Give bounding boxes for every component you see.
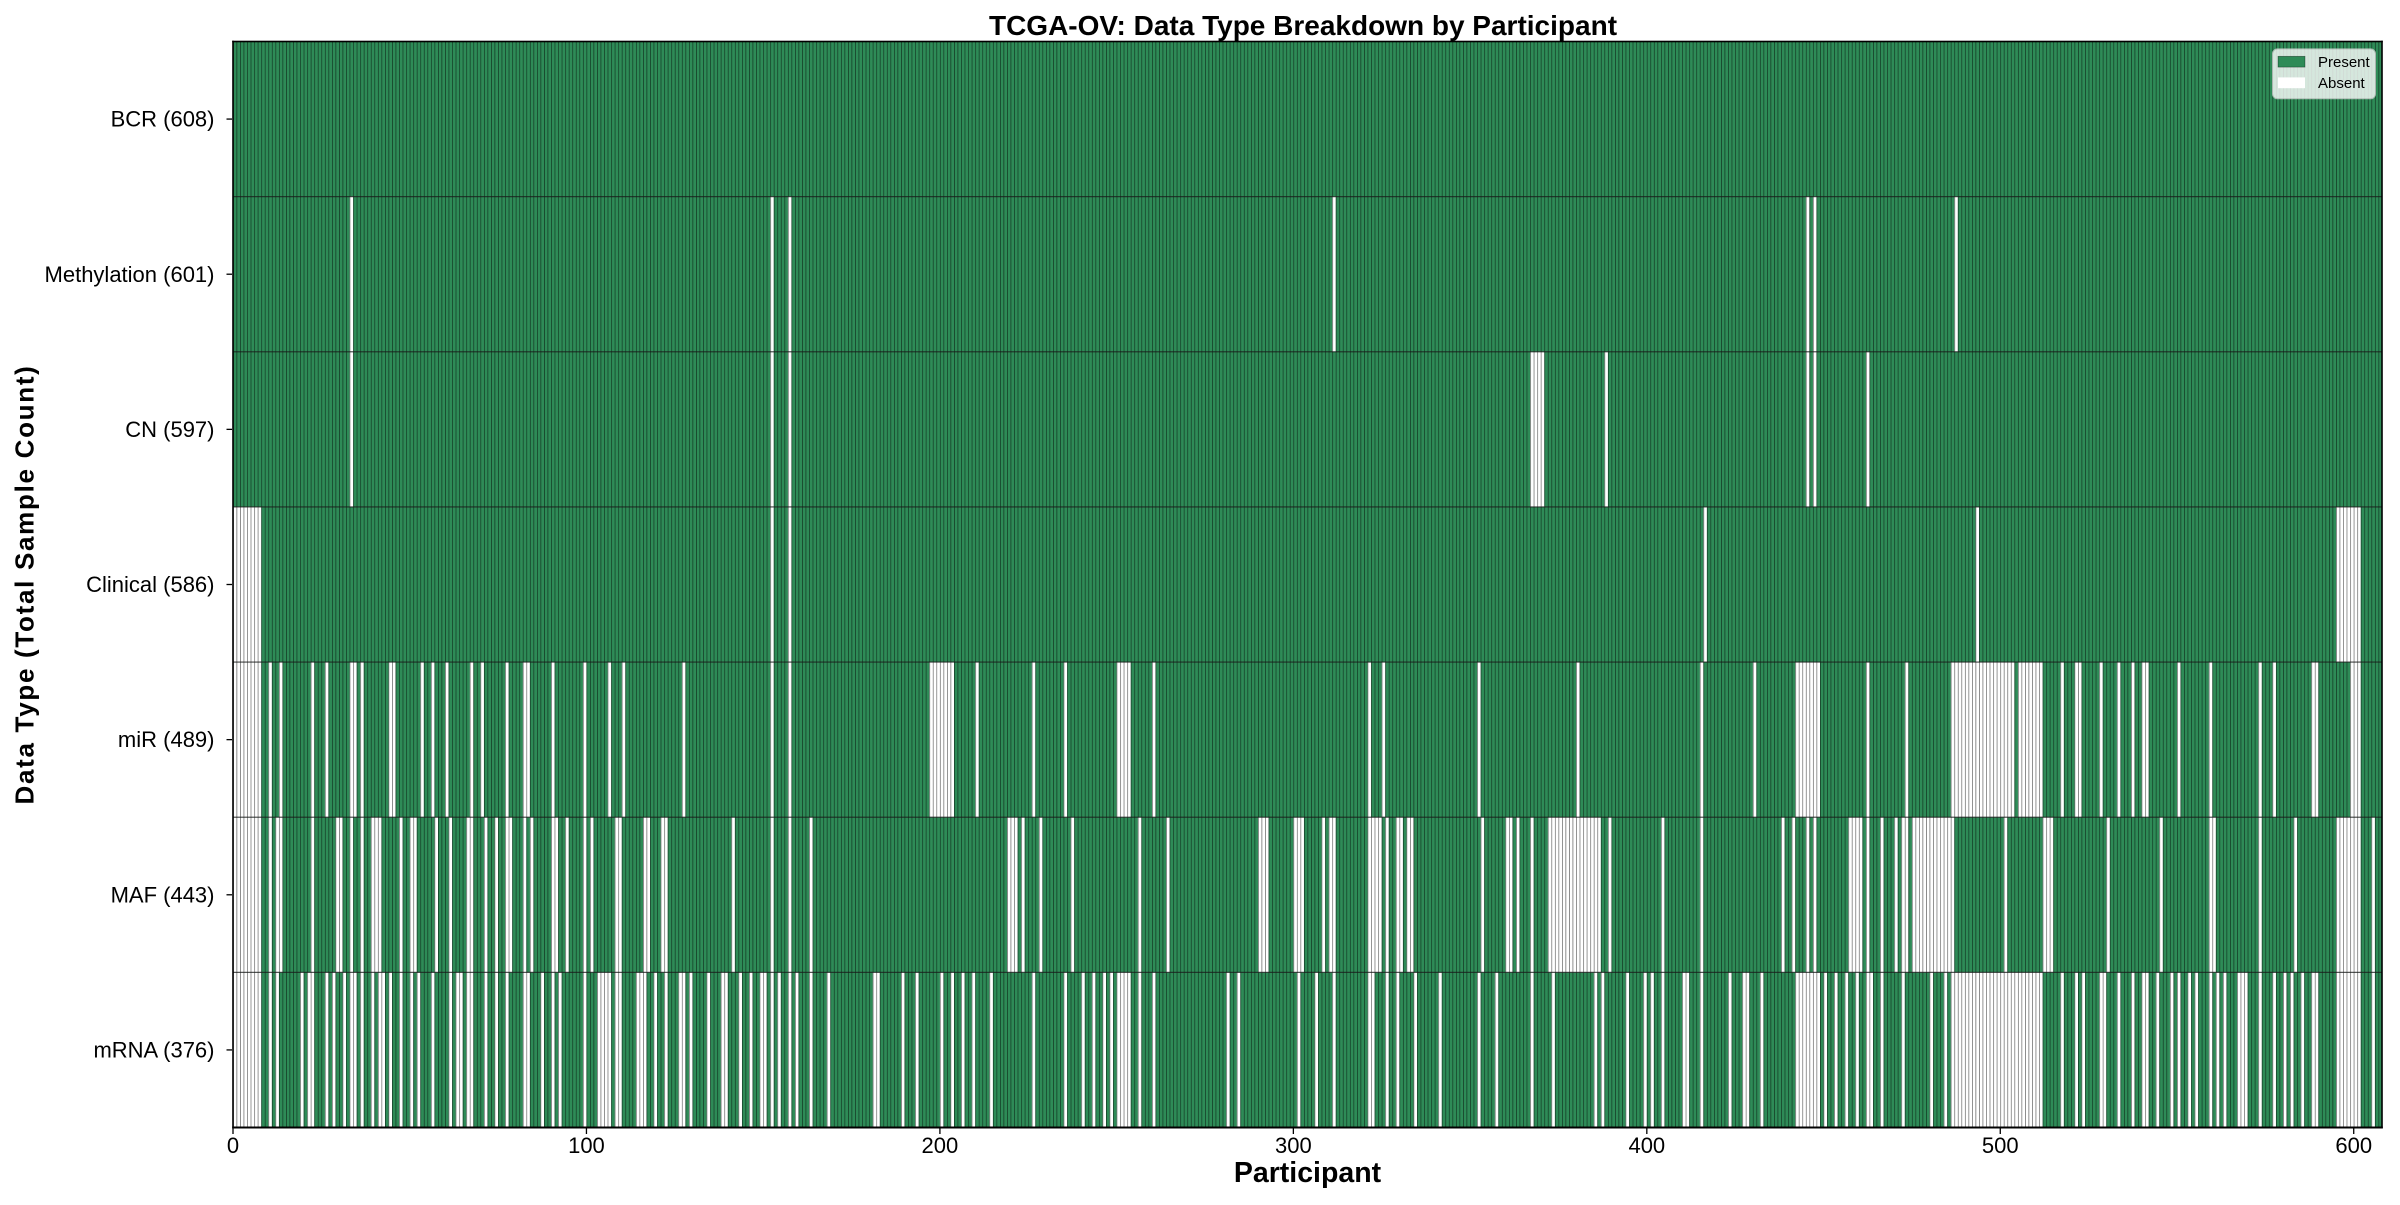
- svg-text:200: 200: [922, 1133, 959, 1158]
- svg-text:300: 300: [1275, 1133, 1312, 1158]
- svg-text:Clinical (586): Clinical (586): [86, 572, 214, 597]
- svg-text:600: 600: [2335, 1133, 2372, 1158]
- svg-text:Absent: Absent: [2318, 75, 2366, 92]
- svg-text:Present: Present: [2318, 54, 2371, 71]
- svg-text:Methylation (601): Methylation (601): [45, 262, 215, 287]
- svg-text:miR (489): miR (489): [118, 727, 215, 752]
- svg-text:TCGA-OV: Data Type Breakdown b: TCGA-OV: Data Type Breakdown by Particip…: [989, 10, 1617, 41]
- svg-text:Data Type (Total Sample Count): Data Type (Total Sample Count): [10, 364, 40, 804]
- svg-text:Participant: Participant: [1234, 1157, 1382, 1189]
- svg-text:400: 400: [1628, 1133, 1665, 1158]
- svg-text:500: 500: [1982, 1133, 2019, 1158]
- svg-text:CN (597): CN (597): [125, 417, 214, 442]
- svg-text:BCR (608): BCR (608): [111, 107, 215, 132]
- svg-text:MAF (443): MAF (443): [111, 882, 215, 907]
- svg-text:mRNA (376): mRNA (376): [93, 1038, 214, 1063]
- svg-text:100: 100: [568, 1133, 605, 1158]
- svg-text:0: 0: [227, 1133, 239, 1158]
